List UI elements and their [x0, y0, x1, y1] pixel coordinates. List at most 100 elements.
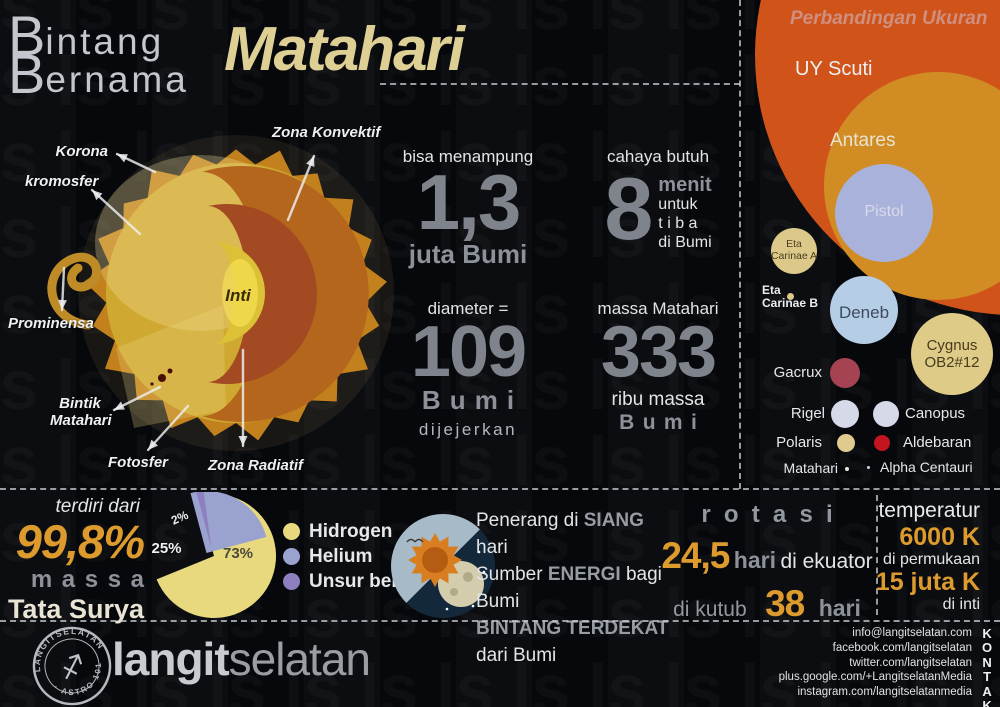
label-prominensa: Prominensa: [8, 315, 94, 332]
fact1-pre: Penerang di: [476, 510, 584, 531]
stat-diameter-unit: Bumi: [421, 385, 524, 416]
stat-diameter-sub: dijejerkan: [418, 420, 518, 440]
fact2-bold: ENERGI: [547, 564, 621, 585]
unsur-berat-label: Unsur berat: [309, 570, 416, 592]
temperature-block: temperatur 6000 K di permukaan 15 juta K…: [820, 499, 980, 614]
kontak-letter: K: [982, 698, 992, 707]
star-circle-alpha-centauri: [866, 465, 870, 469]
stat-capacity-value: 1,3: [416, 158, 521, 246]
divider-top: [380, 83, 740, 85]
star-circle-gacrux: [830, 358, 860, 388]
watermark-glyph: ls: [588, 46, 646, 116]
contact-line: plus.google.com/+LangitselatanMedia: [778, 671, 972, 684]
fact-line-2: Sumber ENERGI bagi Bumi: [476, 561, 676, 615]
star-label-polaris: Polaris: [776, 434, 822, 451]
rotation-equator-unit: hari: [733, 547, 776, 573]
moon-crater-2: [450, 588, 458, 596]
label-zona-konvektif: Zona Konvektif: [272, 124, 381, 141]
kontak-letter: T: [983, 669, 992, 685]
star-label-canopus: Canopus: [905, 405, 966, 422]
temperature-title: temperatur: [878, 499, 980, 522]
stat-diameter-value: 109: [410, 312, 527, 392]
contact-line: info@langitselatan.com: [852, 627, 972, 639]
fact3-bold: BINTANG TERDEKAT: [476, 618, 669, 639]
hidrogen-label: Hidrogen: [309, 520, 393, 542]
size-comparison-panel: UY Scuti Antares Pistol Eta Carinae A Eta Cari…: [740, 0, 1000, 489]
rotation-equator-line: 24,5 hari di ekuator: [660, 535, 874, 577]
temperature-core-loc: di inti: [942, 596, 980, 614]
temperature-surface-value: 6000 K: [899, 522, 980, 551]
contact-list: info@langitselatan.com facebook.com/langi…: [620, 626, 972, 700]
stamp-inner-ring: [44, 638, 100, 694]
star-label-antares: Antares: [830, 130, 896, 151]
star-label-uy-scuti: UY Scuti: [795, 58, 873, 80]
watermark-glyph: ls: [664, 0, 722, 40]
kontak-letter: O: [982, 640, 993, 656]
wordmark-bold: langit: [112, 633, 230, 685]
watermark-glyph: ls: [664, 426, 722, 496]
stat-mass-value: 333: [600, 312, 717, 392]
label-korona: Korona: [55, 143, 109, 160]
rotation-pole-unit: hari: [818, 595, 861, 621]
watermark-glyph: ls: [588, 426, 646, 496]
cloud-wedge-bottom: [391, 598, 413, 618]
stat-light-time: cahaya butuh 8 menit untuk t i b a di Bu…: [578, 147, 738, 253]
stat-light-value: 8: [604, 159, 653, 258]
star-circle-eta-carinae-b: [786, 292, 794, 300]
title-rest-1: intang: [45, 21, 165, 63]
star-label-eta-carinae-a: Eta Carinae A: [770, 238, 818, 262]
watermark-glyph: ls: [588, 0, 646, 40]
watermark-glyph: ls: [512, 46, 570, 116]
rotation-pole-line: di kutub 38 hari: [660, 583, 874, 625]
mass-word: massa: [30, 565, 154, 593]
moon-crater-1: [463, 572, 473, 582]
sun-prominence: [47, 252, 101, 330]
page-title: Matahari: [224, 15, 465, 84]
watermark-glyph: ls: [512, 0, 570, 40]
mass-percent: 99,8%: [15, 515, 145, 568]
stat-light-label: cahaya butuh: [606, 147, 710, 166]
star-label-deneb: Deneb: [838, 303, 890, 322]
label-kromosfer: kromosfer: [25, 173, 99, 190]
composition-legend: Hidrogen Helium Unsur berat: [283, 519, 416, 594]
divider-footer: [0, 620, 1000, 622]
title-rest-2: ernama: [45, 59, 189, 101]
stat-diameter-label: diameter =: [427, 299, 509, 318]
bird-marks: [406, 538, 424, 543]
sagittarius-archer-icon: ♐: [56, 649, 89, 686]
sunspot-2: [167, 368, 173, 374]
star-label-eta-carinae-b: Eta Carinae B: [762, 283, 819, 311]
contact-line: instagram.com/langitselatanmedia: [797, 686, 972, 699]
legend-row-hidrogen: Hidrogen: [283, 519, 416, 544]
mass-tata-surya: Tata Surya: [7, 593, 144, 624]
star-label-aldebaran: Aldebaran: [903, 434, 972, 451]
langitselatan-stamp-logo: LANGITSELATAN · ASTRO 101 · ♐: [30, 624, 112, 707]
star-label-cygnus-ob2-12: Cygnus OB2#12: [924, 337, 980, 371]
solar-system-mass-block: terdiri dari 99,8% massa Tata Surya: [6, 496, 145, 625]
star-circle-canopus: [873, 401, 899, 427]
star-dot-2: [482, 570, 486, 574]
kontak-letter: K: [982, 626, 992, 641]
composition-pie-chart: 73% 25% 2%: [151, 492, 277, 618]
fact1-post: hari: [476, 537, 508, 558]
star-circle-matahari: [845, 467, 849, 471]
stat-capacity: bisa menampung 1,3 juta Bumi: [388, 147, 548, 270]
day-night-icon: [391, 514, 495, 618]
fact4-text: dari Bumi: [476, 645, 557, 666]
star-label-pistol: Pistol: [864, 203, 904, 220]
icon-sun-core: [422, 547, 448, 573]
kontak-letter: A: [982, 683, 992, 699]
stat-light-unit: menit: [658, 174, 712, 196]
contact-line: twitter.com/langitselatan: [849, 656, 972, 669]
star-circle-aldebaran: [874, 435, 890, 451]
label-inti: Inti: [225, 286, 251, 305]
size-comparison-title: Perbandingan Ukuran: [790, 8, 988, 29]
star-circle-cygnus-ob2-12: [911, 313, 993, 395]
stat-light-line4: di Bumi: [658, 233, 712, 251]
star-label-rigel: Rigel: [790, 405, 825, 422]
star-label-alpha-centauri: Alpha Centauri: [880, 459, 973, 475]
helium-label: Helium: [309, 545, 373, 567]
sunspot-1: [158, 374, 166, 382]
